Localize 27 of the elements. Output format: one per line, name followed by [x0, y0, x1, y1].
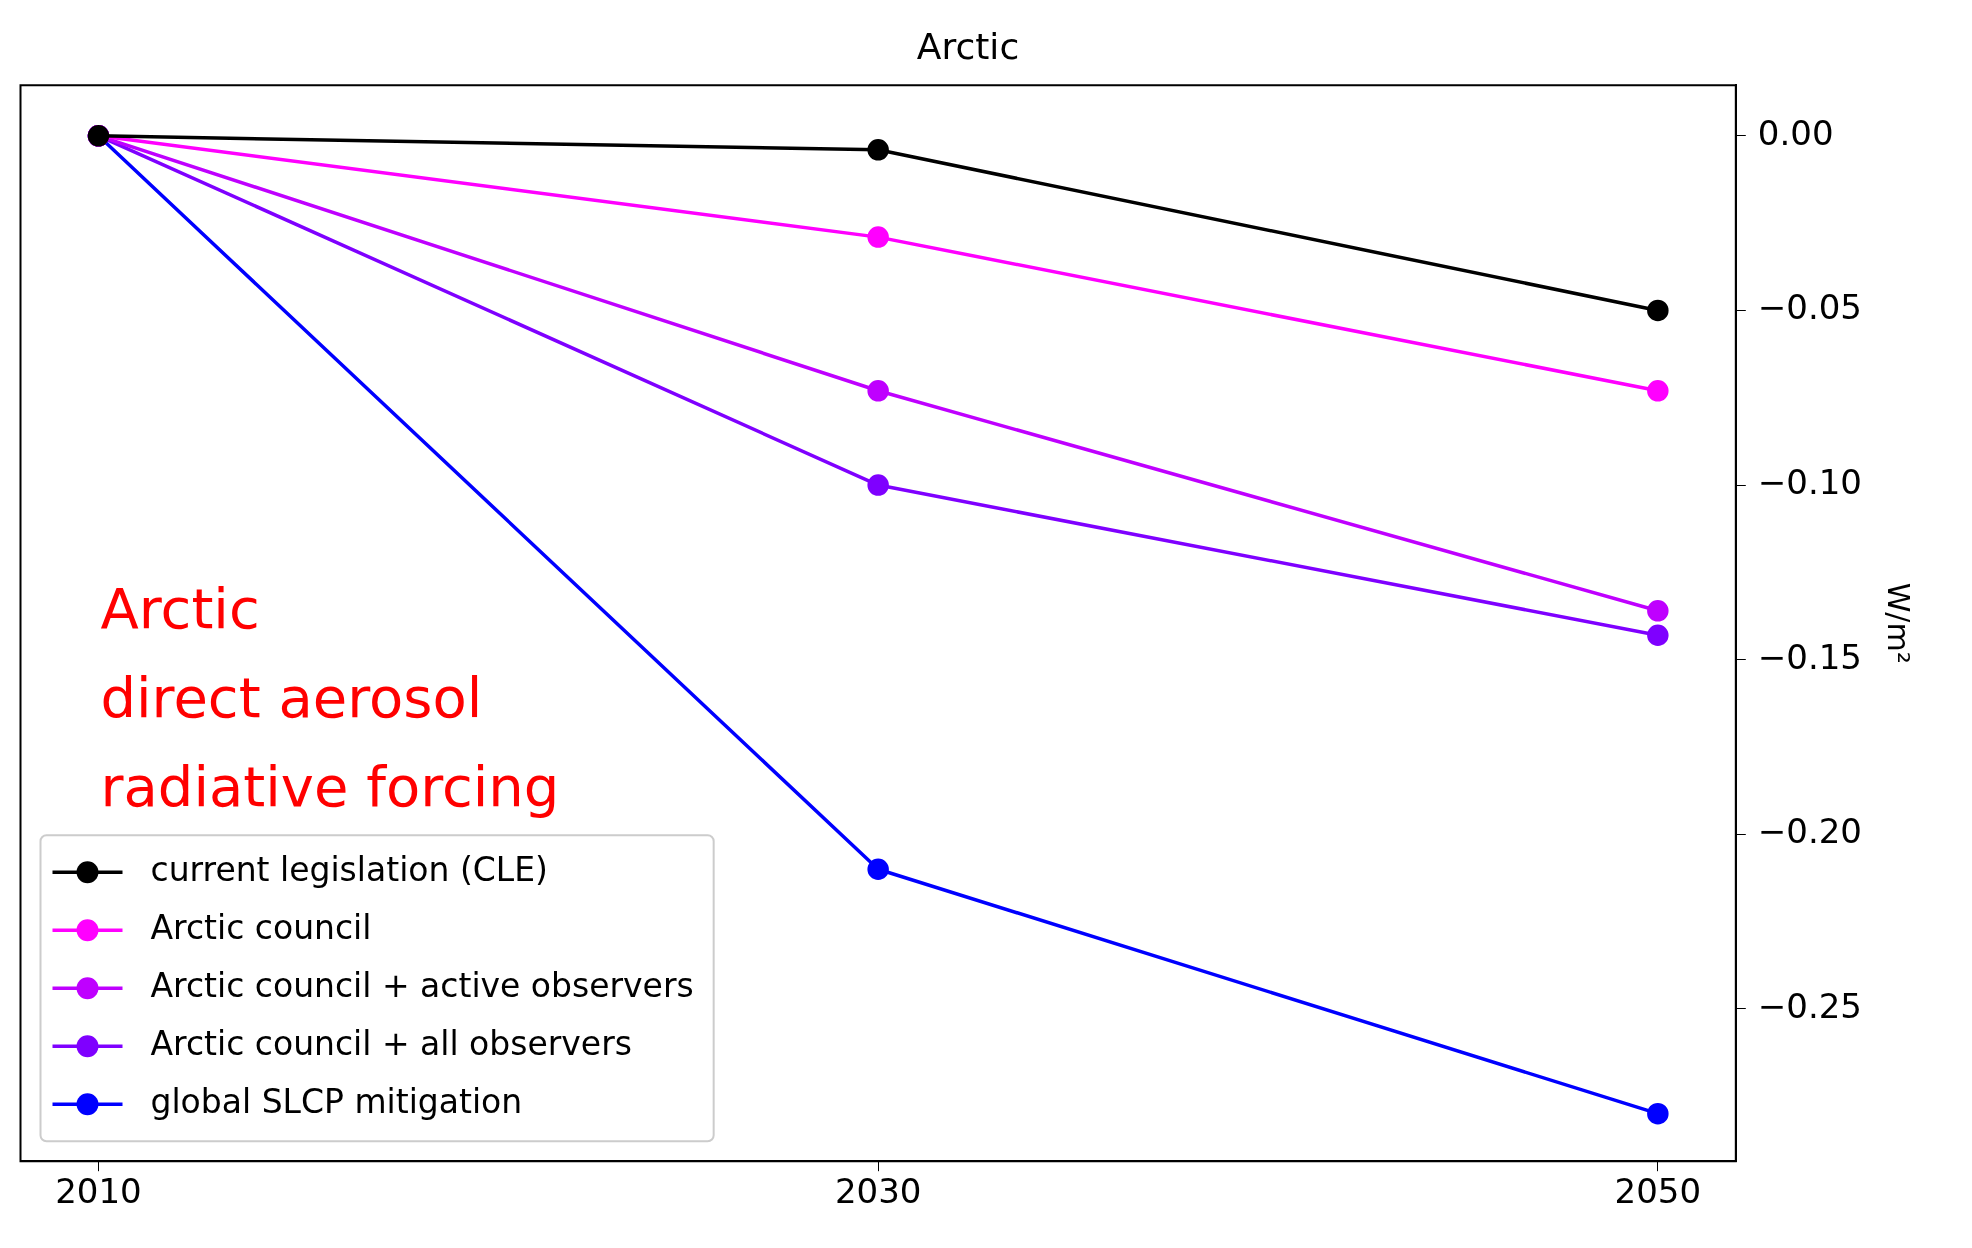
point: [867, 474, 889, 496]
legend-label: Arctic council + active observers: [150, 965, 694, 1005]
legend-label: current legislation (CLE): [150, 849, 548, 889]
point: [1647, 600, 1669, 622]
y-tick-label: −0.10: [1757, 461, 1863, 502]
annotation: Arctic direct aerosol radiative forcing: [100, 575, 560, 819]
x-tick-label: 2030: [834, 1171, 922, 1212]
x-tick-label: 2050: [1614, 1171, 1702, 1212]
point: [1647, 624, 1669, 646]
point: [1647, 299, 1669, 322]
y-axis-title: W/m²: [1881, 582, 1917, 664]
y-tick-label: −0.20: [1757, 811, 1863, 852]
point: [867, 226, 889, 248]
point: [1647, 380, 1669, 402]
legend-label: Arctic council: [150, 907, 372, 947]
legend-label: Arctic council + all observers: [150, 1023, 632, 1063]
chart-title: Arctic: [916, 25, 1020, 67]
point: [867, 139, 889, 161]
legend-label: global SLCP mitigation: [150, 1081, 523, 1121]
point: [867, 380, 889, 402]
y-tick-label: −0.15: [1757, 636, 1863, 677]
x-tick-label: 2010: [55, 1171, 142, 1212]
y-tick-label: −0.05: [1757, 287, 1863, 328]
y-tick-label: 0.00: [1757, 112, 1834, 153]
point: [1647, 1102, 1669, 1125]
point: [867, 858, 889, 880]
y-tick-label: −0.25: [1757, 985, 1863, 1026]
